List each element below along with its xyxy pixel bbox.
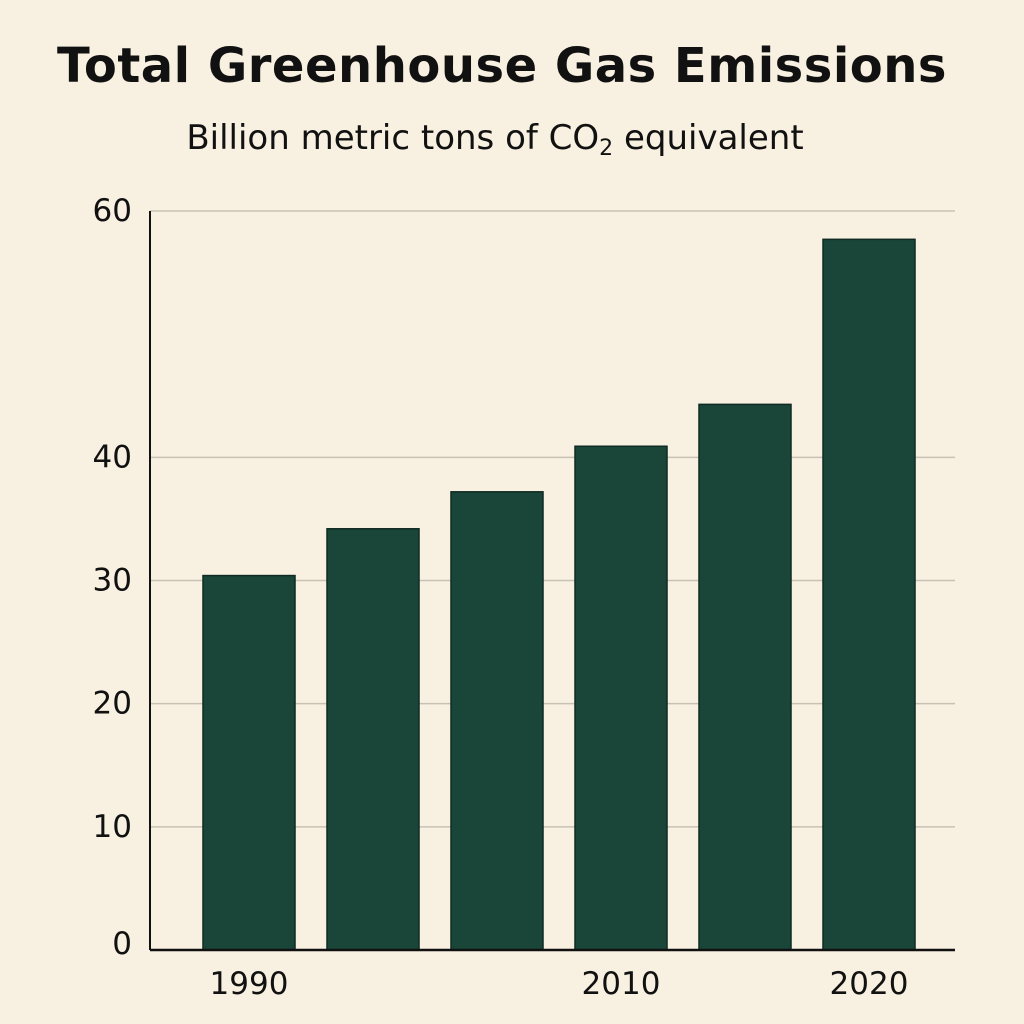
subtitle-subscript: 2 bbox=[599, 136, 614, 161]
tick-labels: 0 10 20 30 40 60 1990 2010 2020 bbox=[93, 193, 909, 1002]
chart-title: Total Greenhouse Gas Emissions bbox=[57, 38, 947, 94]
y-tick-label-60: 60 bbox=[93, 193, 132, 229]
y-tick-label-10: 10 bbox=[93, 809, 132, 845]
bar-3 bbox=[574, 445, 668, 951]
bar-5 bbox=[822, 238, 916, 951]
subtitle-suffix: equivalent bbox=[613, 118, 804, 158]
bar-2 bbox=[450, 491, 544, 951]
y-tick-label-20: 20 bbox=[93, 686, 132, 722]
subtitle-text: Billion metric tons of CO bbox=[186, 118, 600, 158]
y-tick-label-0: 0 bbox=[112, 926, 132, 962]
y-tick-label-40: 40 bbox=[93, 439, 132, 475]
x-tick-label-2020: 2020 bbox=[830, 966, 909, 1002]
bars bbox=[202, 238, 916, 951]
bar-4 bbox=[698, 403, 792, 951]
bar-1 bbox=[326, 528, 420, 951]
x-tick-label-2010: 2010 bbox=[582, 966, 661, 1002]
y-tick-label-30: 30 bbox=[93, 563, 132, 599]
x-tick-label-1990: 1990 bbox=[210, 966, 289, 1002]
axes bbox=[149, 211, 955, 952]
chart-subtitle: Billion metric tons of CO2 equivalent bbox=[0, 116, 990, 171]
bar-0 bbox=[202, 574, 296, 951]
